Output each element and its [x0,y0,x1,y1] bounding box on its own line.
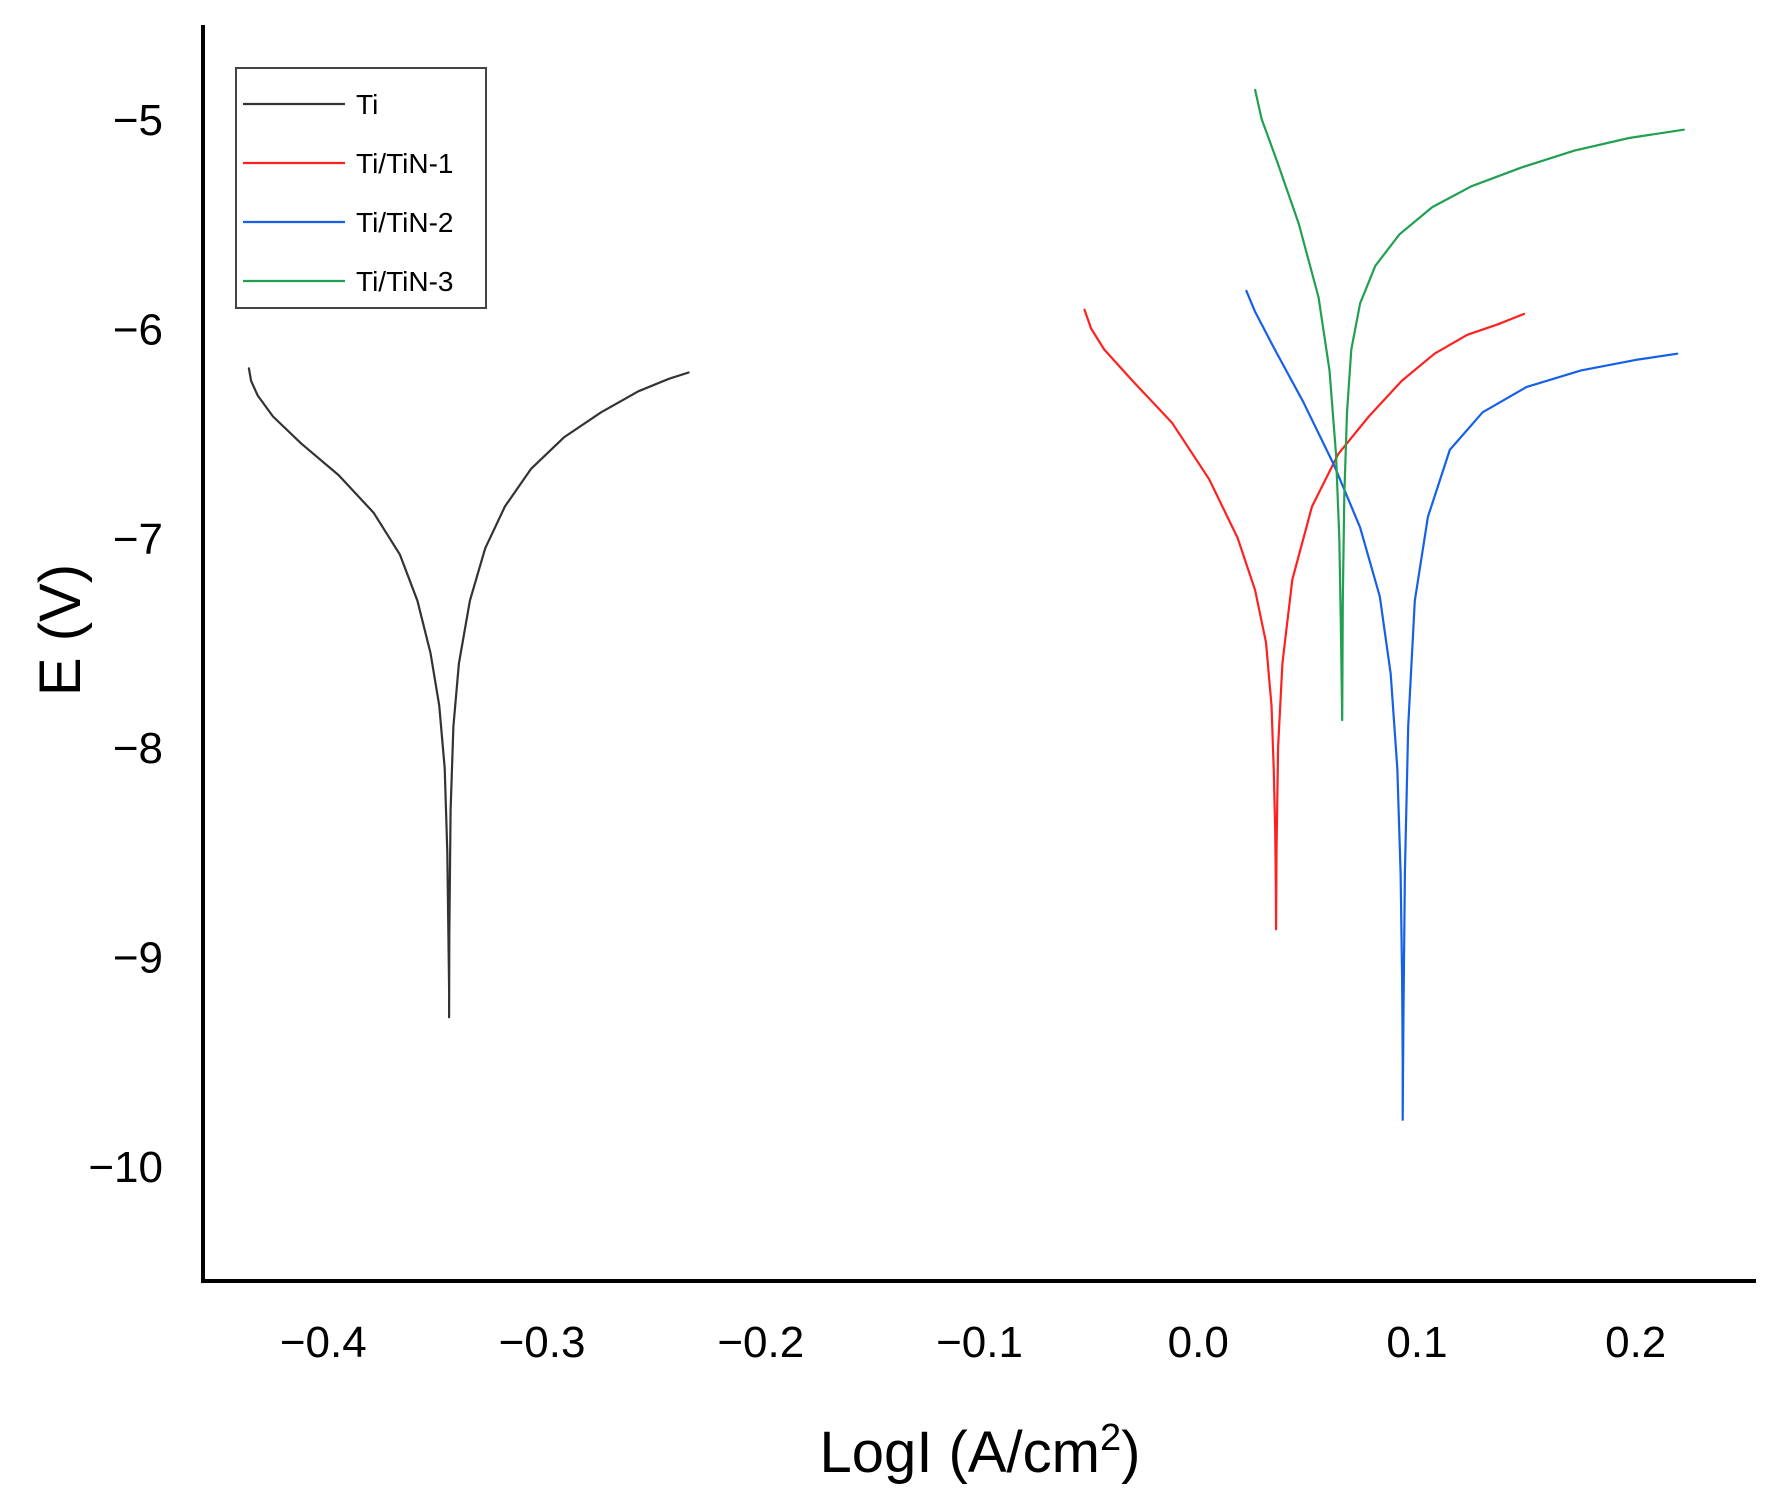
legend-box [235,67,487,309]
series-line-ti-tin-1 [1083,308,1526,931]
x-axis-title-close: ) [1121,1420,1140,1485]
y-tick-label: −8 [113,724,163,773]
x-tick-labels: −0.4 −0.3 −0.2 −0.1 0.0 0.1 0.2 [280,1318,1666,1367]
x-tick-label: 0.1 [1386,1318,1447,1367]
plot-axes [201,25,1756,1283]
y-tick-label: −5 [113,96,163,145]
series-line-ti [247,367,690,1019]
x-tick-label: −0.4 [280,1318,367,1367]
y-tick-label: −10 [88,1143,163,1192]
y-tick-label: −6 [113,306,163,355]
series-line-ti-tin-2 [1245,289,1679,1121]
legend-label: Ti/TiN-2 [356,207,453,238]
legend-label: Ti [356,89,378,120]
y-axis-title: E (V) [28,564,93,696]
x-tick-label: −0.3 [499,1318,586,1367]
series-lines [247,88,1685,1121]
x-axis-title: LogI (A/cm2) [820,1417,1141,1485]
legend-label: Ti/TiN-1 [356,148,453,179]
legend: Ti Ti/TiN-1 Ti/TiN-2 Ti/TiN-3 [235,67,487,309]
y-tick-label: −9 [113,934,163,983]
legend-label: Ti/TiN-3 [356,266,453,297]
y-tick-labels: −5 −6 −7 −8 −9 −10 [88,96,163,1192]
series-line-ti-tin-3 [1253,88,1685,722]
x-tick-label: −0.2 [717,1318,804,1367]
y-tick-label: −7 [113,515,163,564]
x-tick-label: −0.1 [936,1318,1023,1367]
x-tick-label: 0.0 [1168,1318,1229,1367]
x-tick-label: 0.2 [1605,1318,1666,1367]
x-axis-title-superscript: 2 [1100,1417,1121,1459]
